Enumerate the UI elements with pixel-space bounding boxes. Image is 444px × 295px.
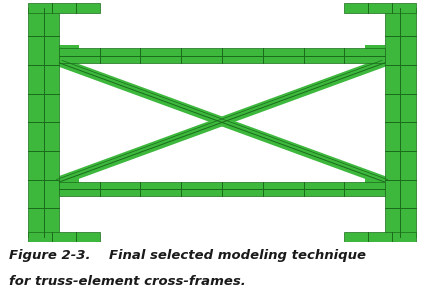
- Bar: [59, 182, 385, 196]
- Bar: [28, 232, 100, 242]
- Bar: [344, 232, 416, 242]
- Bar: [365, 178, 385, 193]
- Bar: [59, 45, 79, 59]
- Bar: [59, 48, 385, 63]
- Bar: [385, 8, 416, 237]
- Text: Figure 2-3.    Final selected modeling technique: Figure 2-3. Final selected modeling tech…: [9, 249, 366, 262]
- Text: for truss-element cross-frames.: for truss-element cross-frames.: [9, 275, 246, 288]
- Bar: [28, 3, 100, 12]
- Bar: [28, 8, 59, 237]
- Bar: [59, 178, 79, 193]
- Bar: [344, 3, 416, 12]
- Bar: [365, 45, 385, 59]
